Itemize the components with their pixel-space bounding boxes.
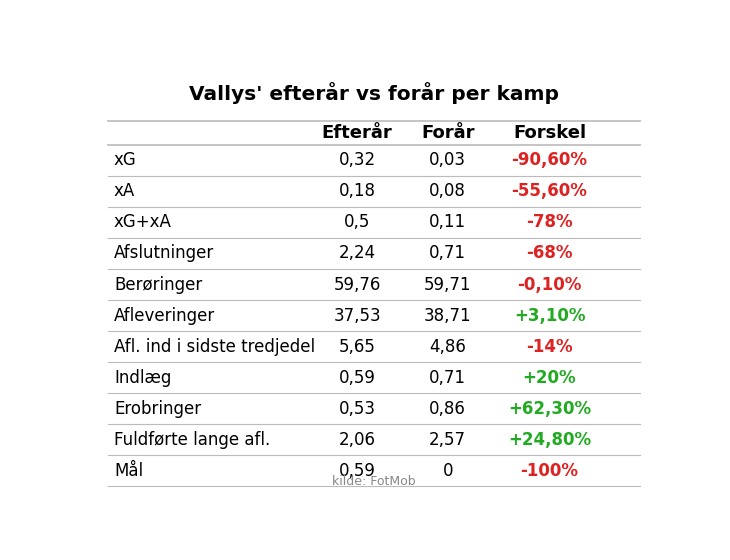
- Text: -78%: -78%: [526, 213, 573, 231]
- Text: 0,08: 0,08: [429, 183, 466, 200]
- Text: 0: 0: [442, 462, 453, 480]
- Text: 0,5: 0,5: [344, 213, 370, 231]
- Text: Afl. ind i sidste tredjedel: Afl. ind i sidste tredjedel: [114, 338, 315, 356]
- Text: 0,71: 0,71: [429, 368, 466, 386]
- Text: 2,57: 2,57: [429, 431, 466, 449]
- Text: +62,30%: +62,30%: [508, 400, 591, 418]
- Text: 0,03: 0,03: [429, 151, 466, 169]
- Text: 0,32: 0,32: [339, 151, 376, 169]
- Text: 0,71: 0,71: [429, 245, 466, 263]
- Text: Mål: Mål: [114, 462, 143, 480]
- Text: 5,65: 5,65: [339, 338, 376, 356]
- Text: 0,86: 0,86: [429, 400, 466, 418]
- Text: -90,60%: -90,60%: [512, 151, 588, 169]
- Text: Vallys' efterår vs forår per kamp: Vallys' efterår vs forår per kamp: [189, 82, 559, 104]
- Text: 59,76: 59,76: [334, 276, 381, 293]
- Text: Afslutninger: Afslutninger: [114, 245, 214, 263]
- Text: Forskel: Forskel: [513, 124, 586, 142]
- Text: +24,80%: +24,80%: [508, 431, 591, 449]
- Text: 59,71: 59,71: [424, 276, 472, 293]
- Text: 4,86: 4,86: [429, 338, 466, 356]
- Text: +20%: +20%: [523, 368, 576, 386]
- Text: xG: xG: [114, 151, 137, 169]
- Text: kilde: FotMob: kilde: FotMob: [332, 475, 416, 488]
- Text: 0,11: 0,11: [429, 213, 466, 231]
- Text: -68%: -68%: [526, 245, 573, 263]
- Text: 2,24: 2,24: [339, 245, 376, 263]
- Text: 0,18: 0,18: [339, 183, 376, 200]
- Text: Forår: Forår: [421, 124, 474, 142]
- Text: -55,60%: -55,60%: [512, 183, 588, 200]
- Text: xA: xA: [114, 183, 135, 200]
- Text: +3,10%: +3,10%: [514, 306, 585, 325]
- Text: -0,10%: -0,10%: [518, 276, 582, 293]
- Text: Afleveringer: Afleveringer: [114, 306, 215, 325]
- Text: 0,59: 0,59: [339, 462, 376, 480]
- Text: 0,53: 0,53: [339, 400, 376, 418]
- Text: 38,71: 38,71: [424, 306, 472, 325]
- Text: -14%: -14%: [526, 338, 573, 356]
- Text: Fuldførte lange afl.: Fuldførte lange afl.: [114, 431, 270, 449]
- Text: 0,59: 0,59: [339, 368, 376, 386]
- Text: Indlæg: Indlæg: [114, 368, 172, 386]
- Text: -100%: -100%: [520, 462, 578, 480]
- Text: 2,06: 2,06: [339, 431, 376, 449]
- Text: Erobringer: Erobringer: [114, 400, 201, 418]
- Text: Efterår: Efterår: [322, 124, 393, 142]
- Text: Berøringer: Berøringer: [114, 276, 202, 293]
- Text: xG+xA: xG+xA: [114, 213, 172, 231]
- Text: 37,53: 37,53: [334, 306, 381, 325]
